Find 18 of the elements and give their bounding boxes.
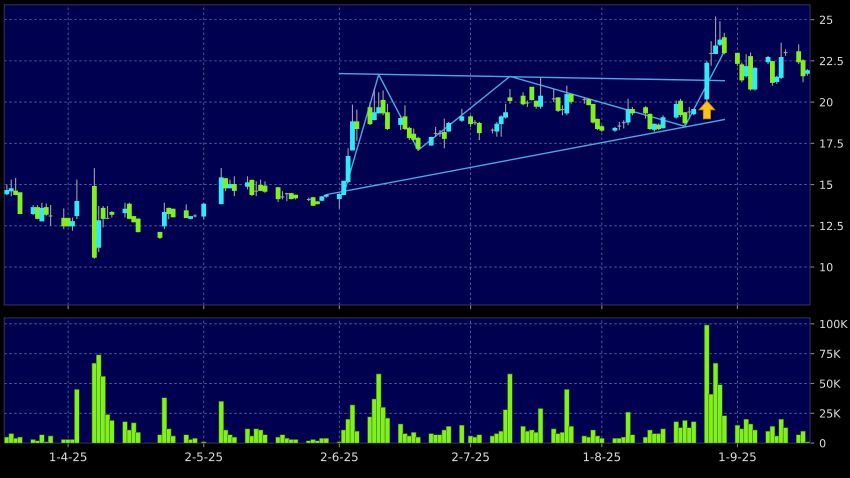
x-tick-label: 2-7-25	[452, 452, 489, 462]
x-tick-label: 1-4-25	[50, 452, 86, 462]
y-tick-label: 25	[820, 16, 832, 24]
x-tick-label: 1-9-25	[719, 452, 756, 462]
y-tick-label: 0	[820, 439, 826, 448]
x-tick-label: 2-5-25	[185, 452, 222, 462]
y-tick-label: 12.5	[820, 222, 843, 230]
y-tick-label: 100K	[820, 320, 848, 328]
y-tick-label: 50K	[820, 379, 841, 388]
y-tick-label: 10	[820, 263, 832, 272]
y-tick-label: 75K	[820, 350, 841, 358]
x-tick-label: 2-6-25	[320, 452, 358, 462]
x-tick-label: 1-8-25	[584, 452, 620, 462]
y-tick-label: 20	[820, 98, 832, 106]
y-tick-label: 22.5	[820, 56, 843, 66]
y-tick-label: 25K	[820, 409, 841, 418]
y-tick-label: 17.5	[820, 139, 843, 148]
y-tick-label: 15	[820, 180, 832, 189]
